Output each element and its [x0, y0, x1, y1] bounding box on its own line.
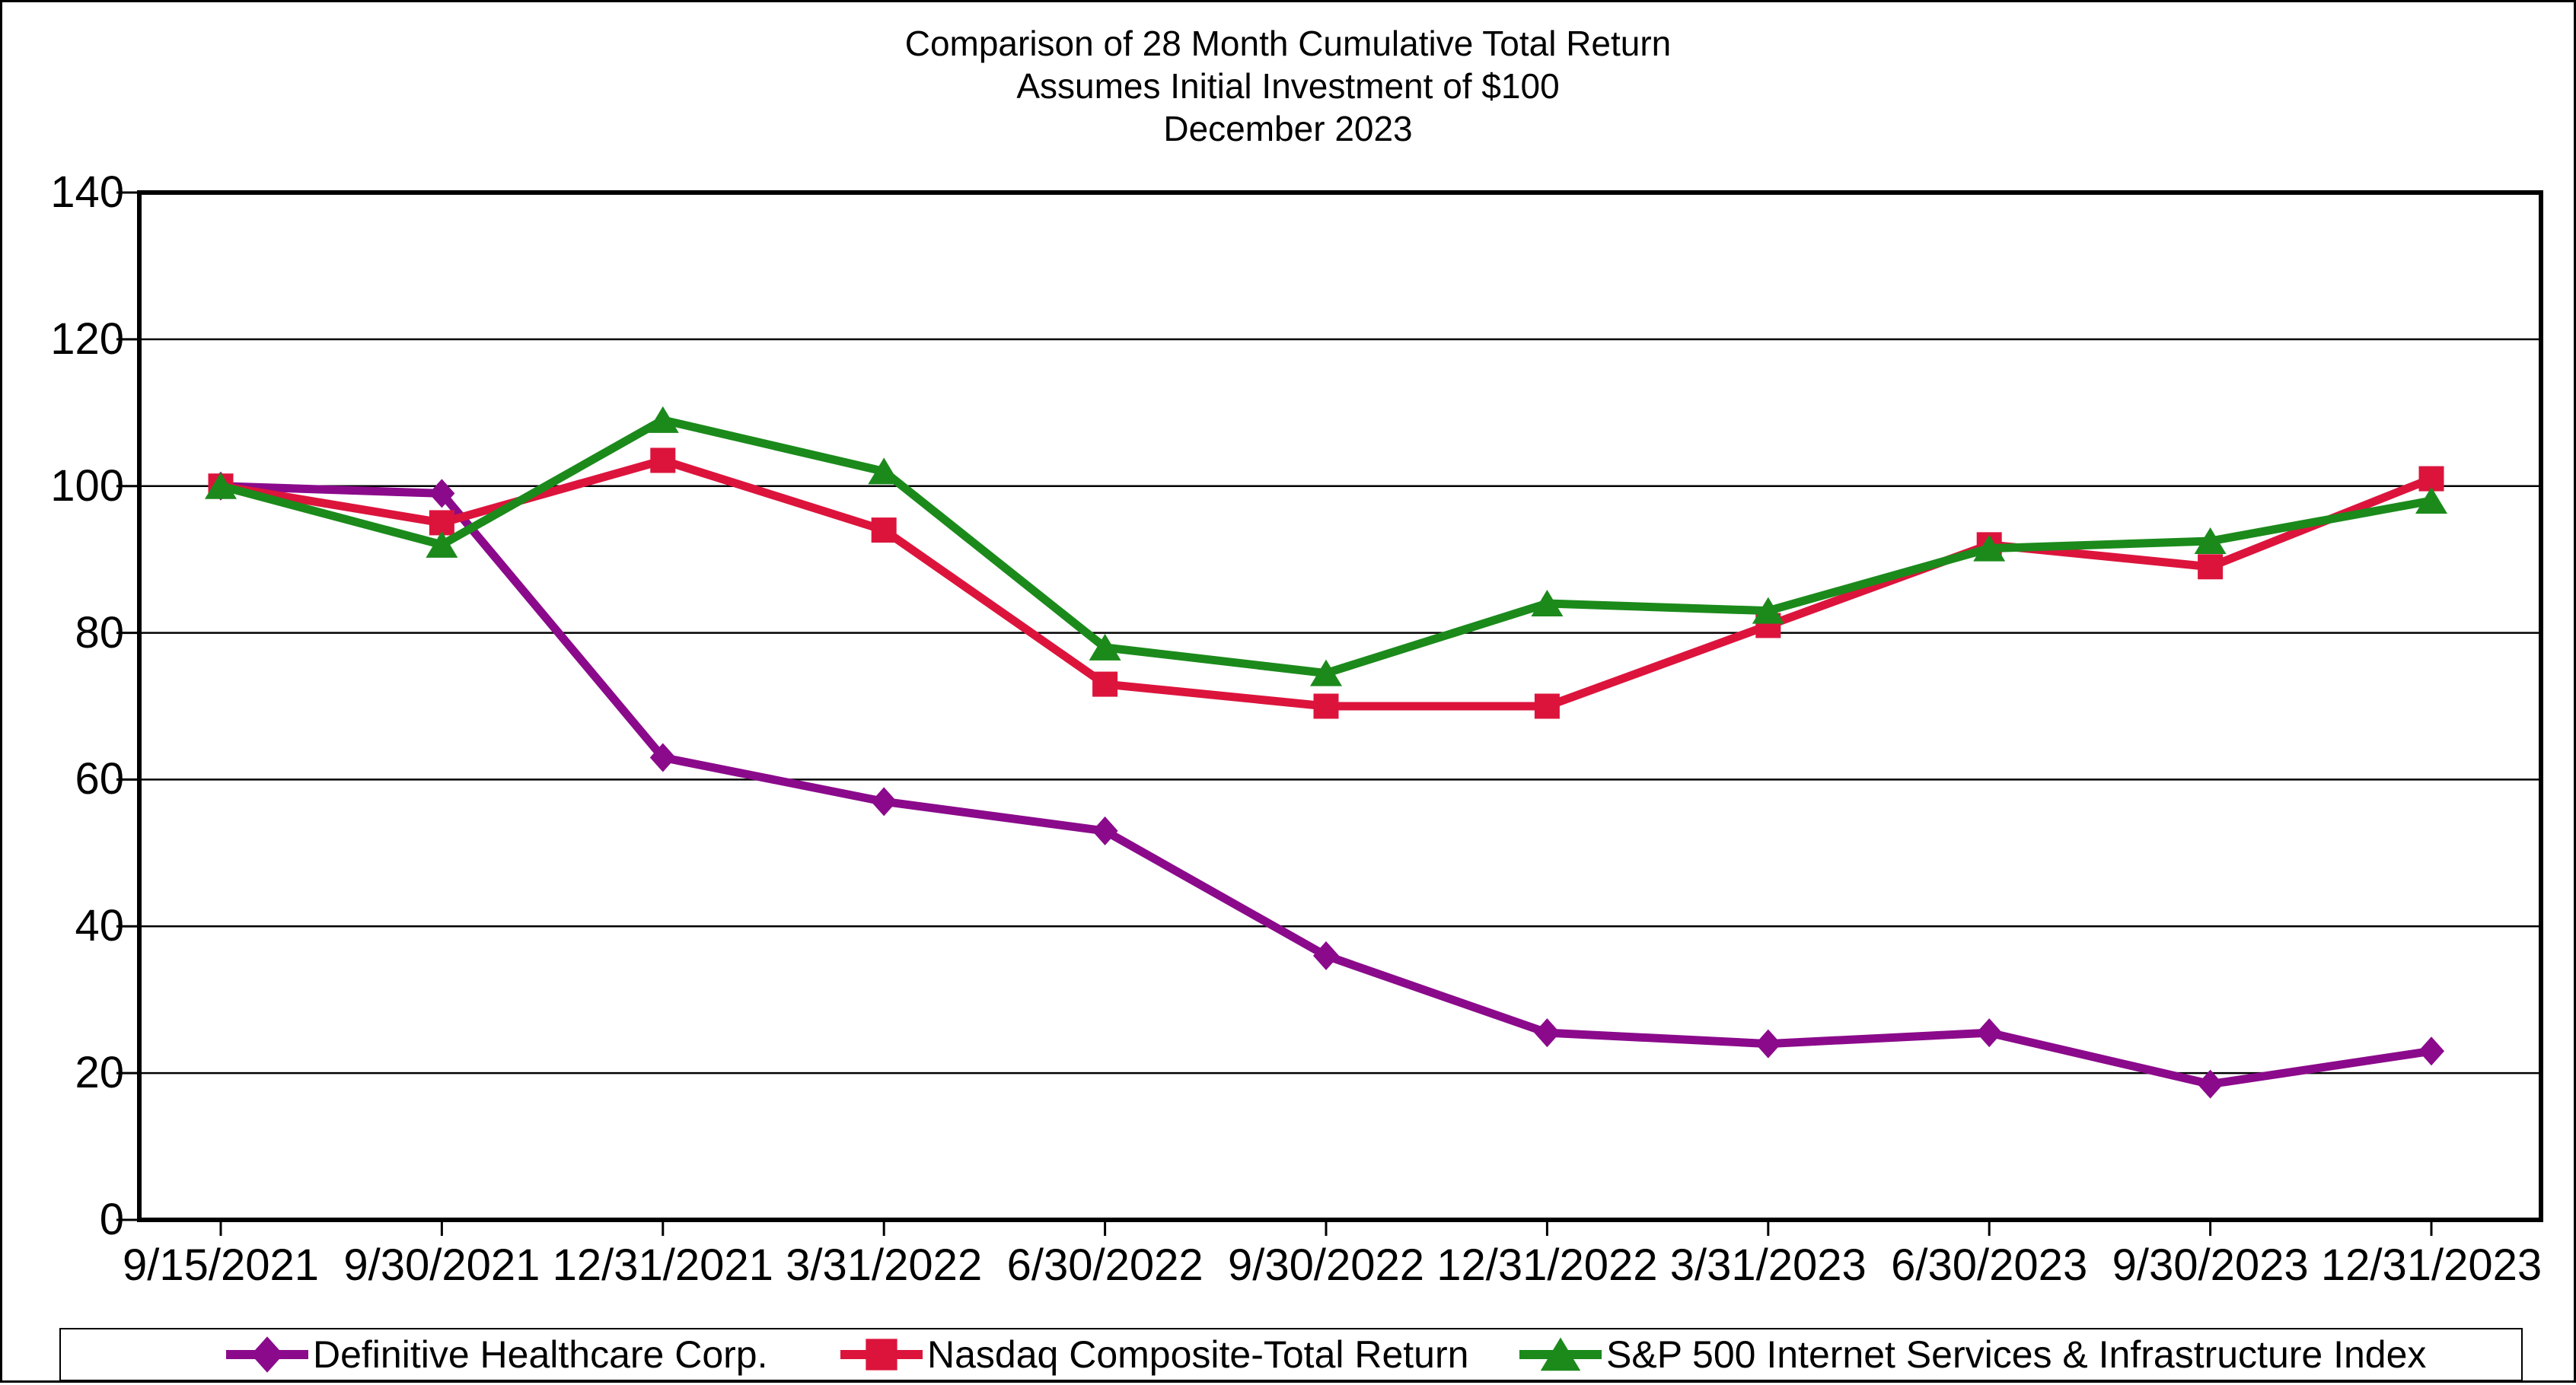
diamond-marker [250, 1336, 284, 1373]
triangle-marker [1310, 659, 1342, 686]
y-axis-label: 100 [50, 460, 124, 511]
x-axis-label: 9/30/2023 [2112, 1240, 2309, 1290]
diamond-marker [2197, 1069, 2224, 1099]
legend-entry: Nasdaq Composite-Total Return [839, 1332, 1468, 1377]
square-marker [650, 447, 676, 473]
title-line-2: Assumes Initial Investment of $100 [1016, 66, 1560, 106]
diamond-marker [1534, 1018, 1561, 1048]
triangle-marker [205, 472, 237, 499]
title-line-3: December 2023 [1163, 109, 1413, 148]
triangle-marker [868, 457, 901, 485]
x-axis-label: 9/30/2022 [1227, 1240, 1425, 1290]
x-axis-label: 6/30/2022 [1006, 1240, 1204, 1290]
x-axis-label: 9/15/2021 [122, 1240, 320, 1290]
y-axis-label: 80 [75, 607, 124, 657]
series-line-0 [220, 482, 2432, 1089]
triangle-marker [2415, 487, 2447, 514]
legend-label: Definitive Healthcare Corp. [313, 1333, 768, 1376]
y-axis-label: 0 [99, 1195, 124, 1244]
chart-title: Comparison of 28 Month Cumulative Total … [2, 22, 2574, 150]
series-line-2 [219, 416, 2432, 678]
diamond-marker [429, 479, 455, 508]
legend-entry: Definitive Healthcare Corp. [225, 1332, 768, 1377]
y-axis-label: 40 [75, 901, 124, 951]
legend-square-icon [840, 1339, 923, 1371]
triangle-marker [646, 406, 679, 433]
x-axis-label: 3/31/2022 [786, 1240, 983, 1290]
square-marker [2198, 554, 2224, 580]
y-axis-label: 20 [75, 1048, 124, 1098]
diamond-marker [649, 743, 676, 772]
square-marker [1092, 671, 1118, 697]
legend-triangle-icon [1519, 1337, 1602, 1371]
legend-label: S&P 500 Internet Services & Infrastructu… [1606, 1333, 2427, 1376]
x-axis-label: 12/31/2023 [2320, 1240, 2543, 1290]
plot-frame [137, 190, 2543, 1222]
triangle-marker [426, 530, 458, 558]
legend-entry: S&P 500 Internet Services & Infrastructu… [1518, 1332, 2426, 1377]
square-marker [1534, 693, 1560, 719]
square-marker [1313, 693, 1339, 719]
x-axis-label: 12/31/2021 [552, 1240, 773, 1290]
legend-diamond-icon [226, 1336, 308, 1373]
diamond-marker [2418, 1036, 2444, 1066]
diamond-marker [1976, 1018, 2003, 1048]
x-axis-label: 9/30/2021 [343, 1240, 540, 1290]
legend-label: Nasdaq Composite-Total Return [927, 1333, 1469, 1376]
x-axis-label: 6/30/2023 [1891, 1240, 2088, 1290]
triangle-marker [1752, 597, 1784, 624]
x-axis-label: 3/31/2023 [1669, 1240, 1867, 1290]
diamond-marker [1313, 941, 1339, 970]
triangle-marker [1531, 590, 1564, 616]
triangle-marker [1540, 1337, 1581, 1371]
diamond-marker [1092, 816, 1118, 845]
title-line-1: Comparison of 28 Month Cumulative Total … [904, 24, 1672, 63]
x-axis-label: 12/31/2022 [1436, 1240, 1658, 1290]
y-axis-label: 140 [50, 167, 124, 217]
square-marker [871, 517, 897, 543]
triangle-marker [1973, 534, 2006, 562]
y-axis-label: 60 [75, 754, 124, 804]
diamond-marker [871, 787, 897, 817]
square-marker [866, 1339, 897, 1371]
legend: Definitive Healthcare Corp. Nasdaq Compos… [59, 1328, 2523, 1381]
triangle-marker [1089, 633, 1121, 661]
y-axis-label: 120 [50, 314, 124, 364]
diamond-marker [1755, 1029, 1781, 1059]
triangle-marker [2194, 527, 2227, 555]
